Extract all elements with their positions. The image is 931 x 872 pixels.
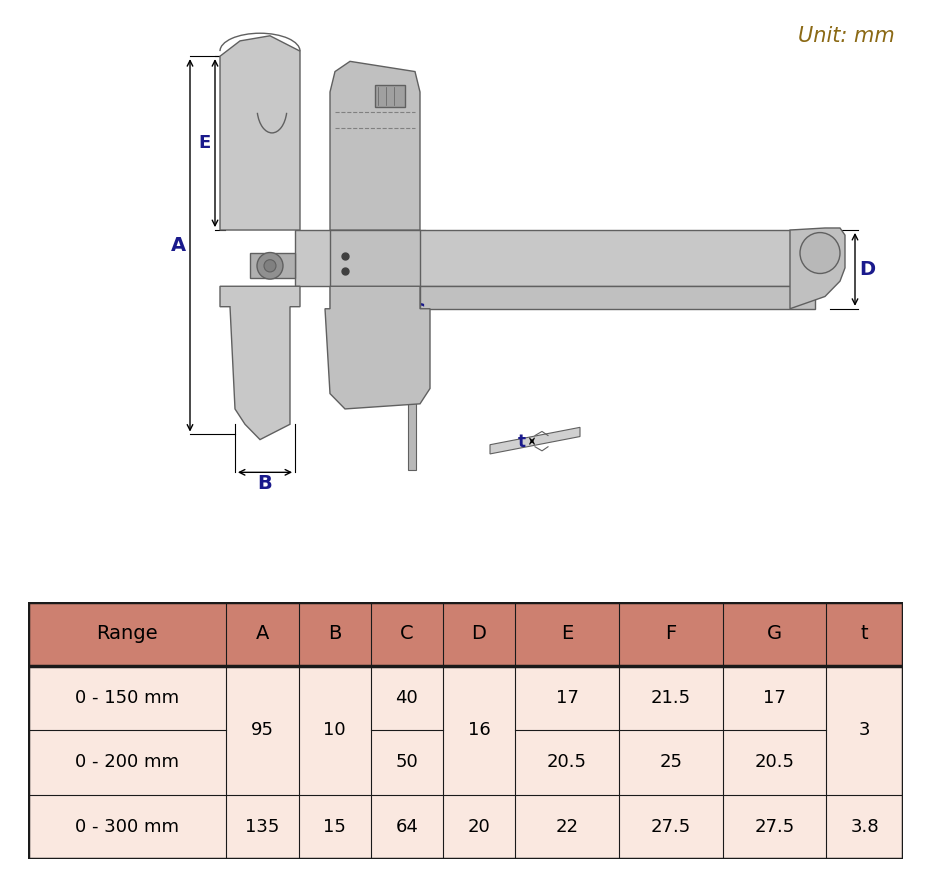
Circle shape bbox=[257, 253, 283, 279]
Bar bbox=[515, 666, 619, 859]
Text: 50: 50 bbox=[396, 753, 418, 772]
Text: 3.8: 3.8 bbox=[850, 818, 879, 835]
Bar bbox=[619, 666, 722, 859]
Text: 64: 64 bbox=[396, 818, 418, 835]
Bar bbox=[330, 230, 420, 309]
Text: 95: 95 bbox=[251, 721, 274, 739]
Text: 0 - 200 mm: 0 - 200 mm bbox=[75, 753, 179, 772]
Text: 21.5: 21.5 bbox=[651, 689, 691, 707]
Bar bbox=[375, 85, 405, 107]
Text: t: t bbox=[861, 624, 869, 644]
Text: 0 - 300 mm: 0 - 300 mm bbox=[75, 818, 179, 835]
Bar bbox=[299, 666, 371, 859]
Bar bbox=[371, 666, 443, 859]
Bar bbox=[827, 666, 903, 859]
Polygon shape bbox=[220, 36, 300, 230]
Polygon shape bbox=[330, 61, 420, 230]
Text: Unit: mm: Unit: mm bbox=[798, 25, 895, 45]
Text: E: E bbox=[199, 134, 211, 152]
Bar bbox=[619, 602, 722, 666]
Bar bbox=[443, 666, 515, 859]
Bar bbox=[250, 253, 295, 278]
Text: t: t bbox=[518, 433, 526, 451]
Text: 20.5: 20.5 bbox=[547, 753, 587, 772]
Text: 10: 10 bbox=[323, 721, 346, 739]
Bar bbox=[408, 286, 416, 470]
Text: G: G bbox=[767, 624, 782, 644]
Text: 20.5: 20.5 bbox=[754, 753, 794, 772]
Text: C: C bbox=[411, 303, 425, 321]
Text: D: D bbox=[472, 624, 487, 644]
Bar bbox=[722, 666, 827, 859]
Text: Range: Range bbox=[97, 624, 158, 644]
Circle shape bbox=[800, 233, 840, 274]
Text: E: E bbox=[560, 624, 573, 644]
Text: 40: 40 bbox=[396, 689, 418, 707]
Text: B: B bbox=[328, 624, 342, 644]
Bar bbox=[827, 602, 903, 666]
Bar bbox=[28, 602, 226, 666]
Polygon shape bbox=[325, 286, 430, 409]
Text: B: B bbox=[258, 474, 273, 493]
Text: F: F bbox=[329, 142, 341, 160]
Text: 17: 17 bbox=[556, 689, 578, 707]
Polygon shape bbox=[790, 228, 845, 309]
Text: 17: 17 bbox=[763, 689, 786, 707]
Polygon shape bbox=[490, 427, 580, 454]
Text: 25: 25 bbox=[659, 753, 682, 772]
Text: 20: 20 bbox=[467, 818, 491, 835]
Polygon shape bbox=[220, 286, 300, 439]
Bar bbox=[371, 602, 443, 666]
Bar bbox=[295, 230, 825, 286]
Bar bbox=[299, 602, 371, 666]
Bar bbox=[515, 602, 619, 666]
Text: G: G bbox=[374, 149, 389, 167]
Text: 135: 135 bbox=[245, 818, 279, 835]
Text: A: A bbox=[256, 624, 269, 644]
Bar bbox=[28, 666, 226, 859]
Text: 0 - 150 mm: 0 - 150 mm bbox=[75, 689, 180, 707]
Text: F: F bbox=[665, 624, 677, 644]
Text: 22: 22 bbox=[556, 818, 578, 835]
Text: A: A bbox=[170, 235, 185, 255]
Bar bbox=[443, 602, 515, 666]
Text: D: D bbox=[859, 260, 875, 279]
Text: 15: 15 bbox=[323, 818, 346, 835]
Text: 3: 3 bbox=[859, 721, 870, 739]
Bar bbox=[226, 602, 299, 666]
Text: C: C bbox=[400, 624, 413, 644]
Text: 16: 16 bbox=[467, 721, 491, 739]
Circle shape bbox=[264, 260, 276, 272]
Bar bbox=[226, 666, 299, 859]
Text: 27.5: 27.5 bbox=[754, 818, 795, 835]
Bar bbox=[365, 286, 815, 309]
Text: 27.5: 27.5 bbox=[651, 818, 691, 835]
Bar bbox=[722, 602, 827, 666]
